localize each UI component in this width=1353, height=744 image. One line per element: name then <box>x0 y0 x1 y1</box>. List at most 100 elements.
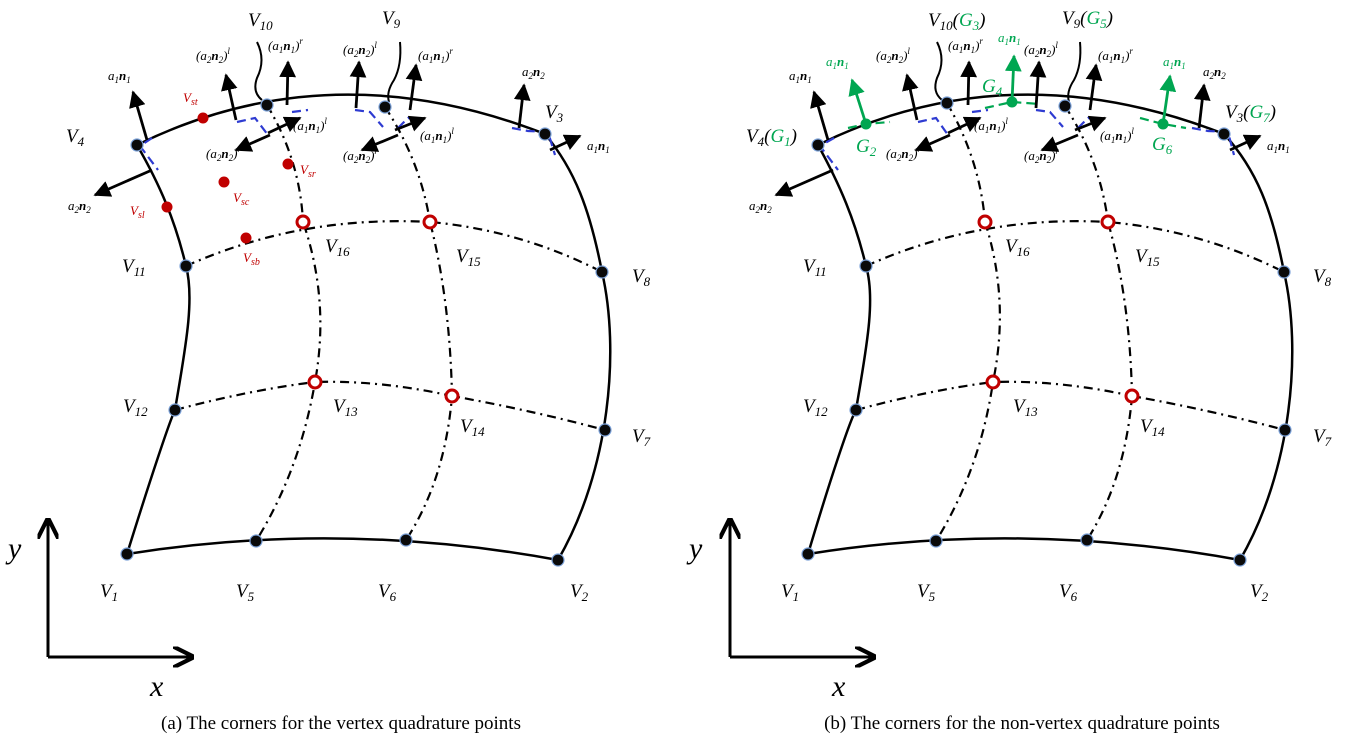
edge-right <box>544 133 612 561</box>
normal-a2n2-v4 <box>774 168 834 197</box>
label-v6: V6 <box>1059 581 1078 604</box>
node-v6 <box>399 533 413 547</box>
normal-a1n1r-v10 <box>960 60 978 106</box>
label-a1n1-g6: a1n1 <box>1163 54 1186 71</box>
label-v6: V6 <box>378 581 397 604</box>
normal-a2n2l-v10 <box>902 73 919 121</box>
label-a1n1r-v10: (a1n1)r <box>268 36 303 55</box>
point-vsc <box>218 176 230 188</box>
node-v7 <box>598 423 612 437</box>
node-v2 <box>551 553 565 567</box>
normal-a1n1l-v10 <box>947 116 982 135</box>
label-v3: V3 <box>545 102 564 125</box>
normal-a1n1-v3 <box>1229 134 1262 152</box>
edge-left <box>806 144 872 555</box>
node-v11 <box>179 259 193 273</box>
normal-a2n2-v4 <box>93 168 153 197</box>
label-a2n2l-v9: (a2n2)l <box>1024 40 1058 59</box>
node-v15 <box>422 214 438 230</box>
label-a2n2-v3: a2n2 <box>1203 64 1226 81</box>
panel-a-nodes <box>120 98 612 567</box>
label-v5: V5 <box>917 581 936 604</box>
caption-b: (b) The corners for the non-vertex quadr… <box>824 713 1220 734</box>
label-vsl: Vsl <box>130 203 145 221</box>
label-vsr: Vsr <box>300 162 316 180</box>
edge-top <box>136 93 546 147</box>
point-g4 <box>1006 96 1018 108</box>
label-a2n2-v3: a2n2 <box>522 64 545 81</box>
label-v12: V12 <box>803 396 828 419</box>
axis-x-label: x <box>149 670 164 703</box>
panel-a-interior-nodes <box>295 214 460 404</box>
normal-a1n1r-v9 <box>405 63 423 111</box>
curl-v10 <box>254 41 263 101</box>
panel-b-green-normals <box>848 54 1177 125</box>
label-v7: V7 <box>1313 426 1332 449</box>
panel-a-normals <box>93 60 582 197</box>
label-v12: V12 <box>123 396 148 419</box>
corner-v9-left <box>1035 108 1064 128</box>
panel-a-axes <box>48 522 190 657</box>
green-normal-g2 <box>848 78 868 125</box>
label-a2n2l-v9: (a2n2)l <box>343 40 377 59</box>
node-v9 <box>1058 99 1072 113</box>
normal-a1n1l-v9 <box>394 115 427 132</box>
corner-v3 <box>1191 126 1236 156</box>
grid-col-right <box>384 106 454 541</box>
edge-right <box>1223 133 1294 561</box>
panel-b-axes <box>730 522 872 657</box>
normal-a1n1l-v9 <box>1074 115 1107 132</box>
axis-y-label: y <box>686 532 703 565</box>
grid-row-lower <box>855 380 1286 432</box>
label-v16: V16 <box>325 236 350 259</box>
label-v9: V9 <box>382 8 401 31</box>
label-v10: V10 <box>248 10 273 33</box>
label-v15: V15 <box>1135 246 1160 269</box>
node-v8 <box>1277 265 1291 279</box>
corner-v3 <box>511 126 557 156</box>
node-v14 <box>444 388 460 404</box>
label-a2n2-v4: a2n2 <box>749 198 772 215</box>
label-a1n1-g2: a1n1 <box>826 54 849 71</box>
label-v4: V4 <box>66 126 85 149</box>
node-v14 <box>1124 388 1140 404</box>
point-g6 <box>1157 118 1169 130</box>
label-v2: V2 <box>570 581 589 604</box>
edge-bottom <box>126 537 559 562</box>
label-v9-g5: V9(G5) <box>1062 8 1113 31</box>
label-g6: G6 <box>1152 134 1173 157</box>
node-v6 <box>1080 533 1094 547</box>
label-a1n1r-v9: (a1n1)r <box>418 46 453 65</box>
node-v15 <box>1100 214 1116 230</box>
label-a1n1l-v9: (a1n1)l <box>420 126 454 145</box>
label-v11: V11 <box>122 256 146 279</box>
point-vsb <box>240 232 252 244</box>
label-a1n1l-v10: (a1n1)l <box>293 116 327 135</box>
label-a1n1r-v9: (a1n1)r <box>1098 46 1133 65</box>
grid-col-right <box>1064 105 1134 541</box>
label-a2n2r-v9: (a2n2)r <box>343 146 378 165</box>
node-v12 <box>168 403 182 417</box>
panel-a-red-points <box>161 112 294 244</box>
point-vsl <box>161 201 173 213</box>
node-v1 <box>801 547 815 561</box>
green-normal-g4 <box>1004 54 1022 103</box>
normal-a2n2-v3 <box>1193 83 1211 129</box>
label-v1: V1 <box>781 581 799 604</box>
label-vsb: Vsb <box>243 250 260 268</box>
label-g2: G2 <box>856 136 877 159</box>
corner-v9-left <box>354 108 384 128</box>
node-v4 <box>811 138 825 152</box>
node-v11 <box>859 259 873 273</box>
grid-col-left <box>255 104 322 542</box>
node-v16 <box>977 214 993 230</box>
label-v3-g7: V3(G7) <box>1225 102 1276 125</box>
grid-row-upper <box>865 220 1285 273</box>
green-seg-g4 <box>984 100 1041 110</box>
node-v9 <box>378 100 392 114</box>
panel-b-nodes <box>801 96 1292 567</box>
node-v8 <box>595 265 609 279</box>
node-v10 <box>940 96 954 110</box>
label-v4-g1: V4(G1) <box>746 126 797 149</box>
normal-a1n1r-v10 <box>279 60 297 106</box>
